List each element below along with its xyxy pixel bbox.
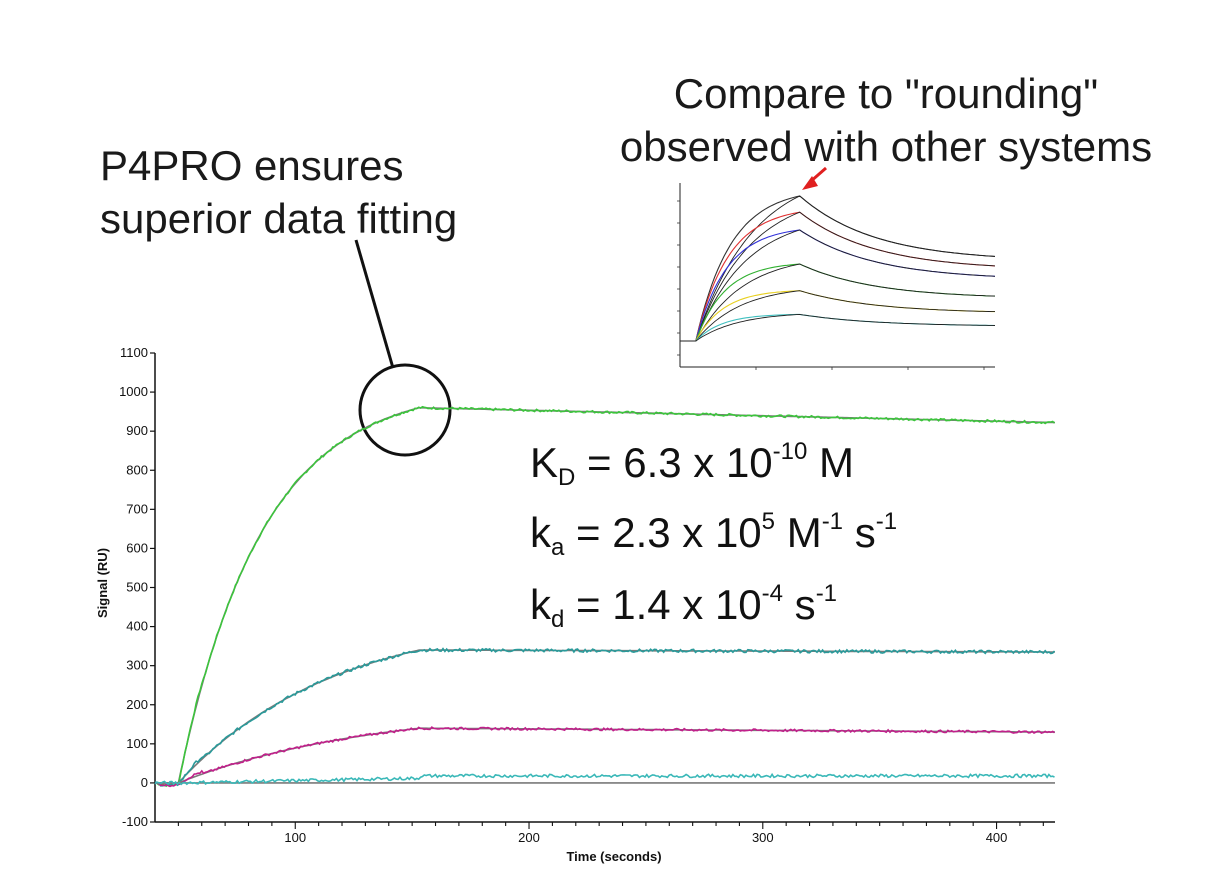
ka-value: = 2.3 x 10 [564, 509, 762, 556]
kd-constant: KD = 6.3 x 10-10 M [530, 438, 854, 492]
kd-exponent: -10 [772, 438, 808, 465]
y-tick-label: -100 [122, 814, 148, 829]
kd-unit: M [807, 439, 855, 486]
y-tick-label: 900 [126, 423, 148, 438]
data-series-teal [154, 647, 1056, 787]
ka-exponent: 5 [761, 508, 776, 535]
ka-sub: a [551, 534, 565, 561]
kd-label: K [530, 439, 559, 486]
inset-data-series [680, 313, 996, 342]
red-arrow-head [802, 176, 818, 190]
x-tick-label: 400 [986, 830, 1008, 845]
x-tick-label: 100 [284, 830, 306, 845]
x-tick-label: 300 [752, 830, 774, 845]
inset-chart [677, 183, 996, 370]
kdiss-unit-exp: -1 [815, 580, 838, 607]
left-callout-line1: P4PRO ensures [100, 142, 404, 189]
right-callout-line2: observed with other systems [619, 122, 1153, 170]
y-tick-label: 400 [126, 619, 148, 634]
kdiss-sub: d [551, 606, 565, 633]
kdiss-exponent: -4 [761, 580, 784, 607]
right-callout: Compare to "rounding" observed with othe… [586, 68, 1186, 173]
y-tick-label: 1100 [120, 345, 148, 360]
left-callout-line2: superior data fitting [100, 194, 458, 242]
y-tick-label: 200 [126, 697, 148, 712]
kd-sub: D [558, 464, 576, 491]
inset-fit-line [680, 313, 996, 342]
inset-fit-line [680, 229, 996, 342]
main-chart-series [154, 405, 1056, 788]
ka-unit-s: s [843, 509, 876, 556]
y-tick-label: 800 [126, 462, 148, 477]
inset-fit-line [680, 211, 996, 342]
ka-unit-m-exp: -1 [821, 508, 844, 535]
y-tick-label: 1000 [119, 384, 148, 399]
inset-data-series [680, 263, 996, 342]
fit-line [155, 727, 1055, 784]
kdiss-constant: kd = 1.4 x 10-4 s-1 [530, 580, 837, 634]
kdiss-value: = 1.4 x 10 [564, 581, 762, 628]
kd-value: = 6.3 x 10 [575, 439, 773, 486]
inset-fit-line [680, 263, 996, 342]
main-chart-axes: -100 0 100 200 300 400 500 600 700 800 900 1000 1100… [119, 345, 1055, 845]
data-series-magenta [154, 726, 1055, 788]
y-tick-label: 700 [126, 501, 148, 516]
y-tick-label: 0 [141, 775, 148, 790]
highlight-circle [358, 363, 452, 457]
ka-unit-m: M [775, 509, 822, 556]
x-tick-label: 200 [518, 830, 540, 845]
kdiss-unit: s [783, 581, 816, 628]
y-axis-label: Signal (RU) [95, 548, 110, 618]
y-tick-label: 600 [126, 540, 148, 555]
y-tick-label: 100 [126, 736, 148, 751]
ka-label: k [530, 509, 551, 556]
callout-pointer-line [354, 239, 395, 369]
left-callout: P4PRO ensures superior data fitting [100, 140, 457, 245]
inset-fit-line [680, 290, 995, 342]
kdiss-label: k [530, 581, 551, 628]
data-series-cyan [154, 772, 1055, 786]
x-axis-label: Time (seconds) [566, 849, 661, 864]
y-tick-label: 300 [126, 658, 148, 673]
ka-unit-s-exp: -1 [875, 508, 898, 535]
inset-fit-line [680, 195, 996, 342]
fit-line [155, 649, 1055, 784]
data-series-green [154, 405, 1056, 788]
right-callout-line1: Compare to "rounding" [673, 70, 1099, 117]
y-tick-label: 500 [126, 580, 148, 595]
ka-constant: ka = 2.3 x 105 M-1 s-1 [530, 508, 897, 562]
